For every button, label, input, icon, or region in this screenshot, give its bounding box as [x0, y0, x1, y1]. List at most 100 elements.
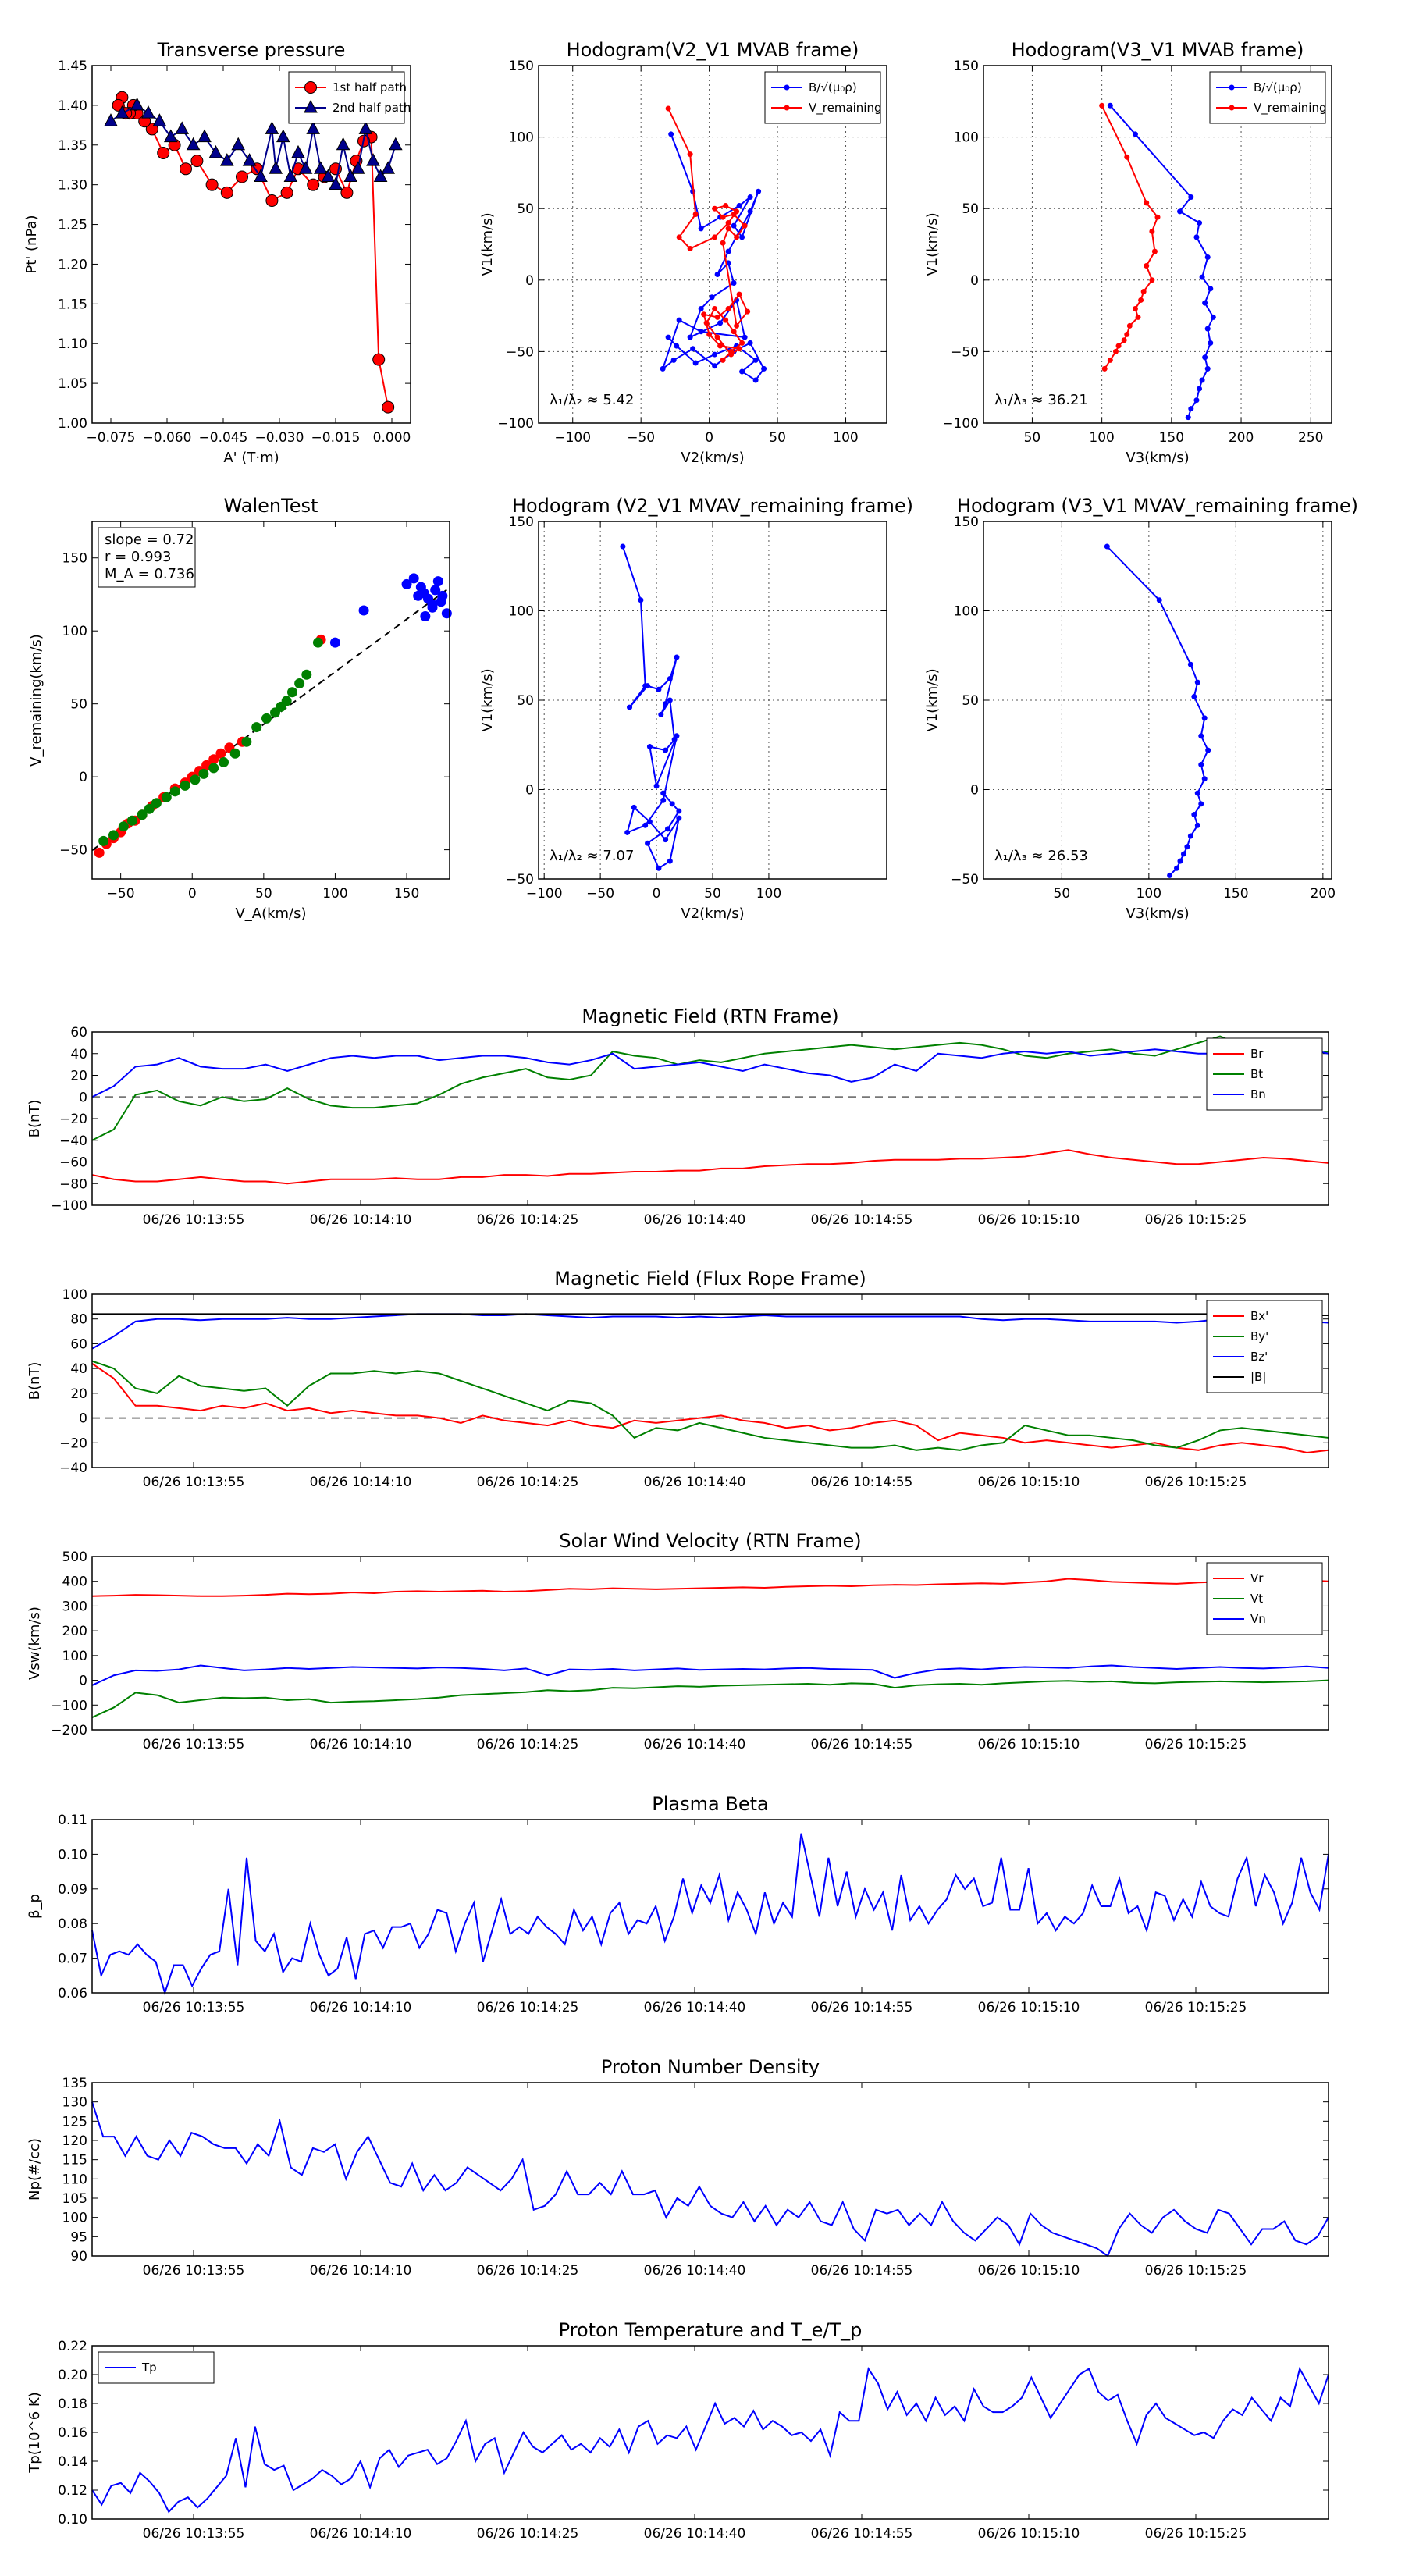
- h31r-ytick-label: 50: [962, 693, 979, 709]
- h31r-ytick-label: 100: [954, 604, 979, 620]
- walen-point: [441, 608, 452, 619]
- vsw-ytick-label: 500: [62, 1550, 87, 1565]
- h21r-xtick-label: 100: [756, 886, 781, 902]
- h21r-xlabel: V2(km/s): [681, 906, 744, 922]
- np-ytick-label: 115: [62, 2153, 87, 2169]
- h31-ytick-label: 0: [970, 273, 979, 289]
- tp-legend-label: 1st half path: [333, 80, 407, 94]
- np-ytick-label: 110: [62, 2172, 87, 2187]
- brtn-ylabel: B(nT): [27, 1100, 43, 1138]
- tp-point: [366, 153, 380, 166]
- h21r-point: [660, 790, 667, 796]
- brtn-ytick-label: 20: [70, 1069, 87, 1084]
- h21-point: [725, 248, 731, 254]
- h21-point: [660, 365, 666, 372]
- walen-point: [151, 798, 162, 809]
- tpr-xtick-label: 06/26 10:13:55: [143, 2526, 245, 2542]
- vsw-xtick-label: 06/26 10:14:25: [477, 1737, 579, 1752]
- h21-point: [712, 205, 718, 212]
- h31-point: [1115, 343, 1122, 349]
- tpr-xtick-label: 06/26 10:14:55: [811, 2526, 913, 2542]
- tp-point: [175, 121, 190, 134]
- tp-point: [265, 194, 279, 208]
- h21r-ratio-annotation: λ₁/λ₂ ≈ 7.07: [550, 848, 634, 864]
- h31-point: [1193, 234, 1200, 240]
- h21-point: [690, 346, 696, 352]
- bflux-legend-label: Bx': [1250, 1309, 1268, 1323]
- tp-axes-box: [91, 65, 411, 424]
- brtn-axes-box: [91, 1031, 1329, 1206]
- h31-xlabel: V3(km/s): [1126, 450, 1189, 466]
- h21-legend-label: B/√(μ₀ρ): [809, 80, 857, 94]
- tp-point: [283, 169, 298, 182]
- h31r-point: [1198, 801, 1204, 807]
- np-xtick-label: 06/26 10:13:55: [143, 2263, 245, 2279]
- tp-point: [313, 161, 328, 174]
- h31r-point: [1104, 543, 1110, 550]
- h21-point: [747, 340, 753, 346]
- tp-ylabel: Pt' (nPa): [23, 215, 40, 273]
- h31-point: [1199, 274, 1205, 280]
- vsw-axes-box: [91, 1556, 1329, 1731]
- h21-ytick-label: 50: [517, 201, 534, 217]
- h21r-ylabel: V1(km/s): [479, 668, 496, 731]
- h21-point: [714, 334, 720, 340]
- h31-ylabel: V1(km/s): [924, 212, 941, 276]
- h21-legend-box: [764, 71, 881, 124]
- walen-point: [190, 774, 201, 785]
- h21-legend-label: V_remaining: [809, 101, 882, 116]
- h21-xlabel: V2(km/s): [681, 450, 744, 466]
- h31r-point: [1177, 858, 1183, 864]
- brtn-ytick-label: −80: [59, 1176, 87, 1192]
- h31r-point: [1174, 865, 1180, 871]
- np-axes-box: [91, 2082, 1329, 2257]
- tp-point: [180, 162, 192, 176]
- walen-point: [294, 678, 305, 689]
- beta-ytick-label: 0.06: [58, 1986, 87, 2001]
- tpr-ytick-label: 0.14: [58, 2454, 87, 2470]
- h21r-ytick-label: −50: [506, 872, 534, 888]
- walen-point: [180, 780, 190, 791]
- tp-point: [276, 129, 290, 143]
- walen-ytick-label: 0: [79, 770, 87, 785]
- tp-point: [152, 113, 167, 126]
- h31r-panel: Hodogram (V3_V1 MVAV_remaining frame) −50…: [924, 495, 1358, 922]
- h31r-point: [1191, 693, 1197, 699]
- h31-point: [1135, 314, 1141, 320]
- h21r-ytick-label: 100: [509, 604, 534, 620]
- h21-point: [734, 234, 740, 240]
- tp-point: [130, 97, 144, 111]
- h21-point: [747, 194, 753, 201]
- brtn-panel: Magnetic Field (RTN Frame) −100 −80 −60 −40 −…: [27, 1005, 1329, 1228]
- walen-xtick-label: 150: [394, 886, 419, 902]
- h21r-xtick-label: −100: [526, 886, 563, 902]
- h31r-point: [1205, 747, 1211, 753]
- h21-xtick-label: 100: [833, 430, 858, 446]
- h21r-point: [676, 815, 682, 821]
- h31-point: [1107, 357, 1113, 363]
- beta-xtick-label: 06/26 10:13:55: [143, 2000, 245, 2016]
- h21r-xtick-label: 50: [704, 886, 721, 902]
- h31r-point: [1194, 822, 1200, 828]
- h31r-xtick-label: 200: [1311, 886, 1336, 902]
- walen-point: [312, 637, 323, 648]
- h21r-point: [667, 676, 673, 682]
- bflux-xtick-label: 06/26 10:14:55: [811, 1475, 913, 1490]
- h31-point: [1121, 337, 1127, 343]
- walen-point: [286, 687, 297, 698]
- brtn-legend-label: Br: [1250, 1047, 1264, 1061]
- h21-legend-marker: [784, 105, 790, 111]
- h21r-point: [631, 804, 637, 810]
- h31-xtick-label: 50: [1024, 430, 1041, 446]
- tpr-xtick-label: 06/26 10:15:25: [1145, 2526, 1247, 2542]
- tpr-ytick-label: 0.12: [58, 2483, 87, 2499]
- walen-point: [219, 756, 229, 767]
- vsw-xtick-label: 06/26 10:14:55: [811, 1737, 913, 1752]
- tp-xtick-label: −0.060: [143, 430, 192, 446]
- vsw-xtick-label: 06/26 10:14:40: [644, 1737, 746, 1752]
- h21-point: [668, 131, 674, 137]
- h21-ylabel: V1(km/s): [479, 212, 496, 276]
- h21-point: [731, 279, 737, 286]
- h21r-point: [627, 704, 633, 710]
- walen-ylabel: V_remaining(km/s): [28, 634, 44, 767]
